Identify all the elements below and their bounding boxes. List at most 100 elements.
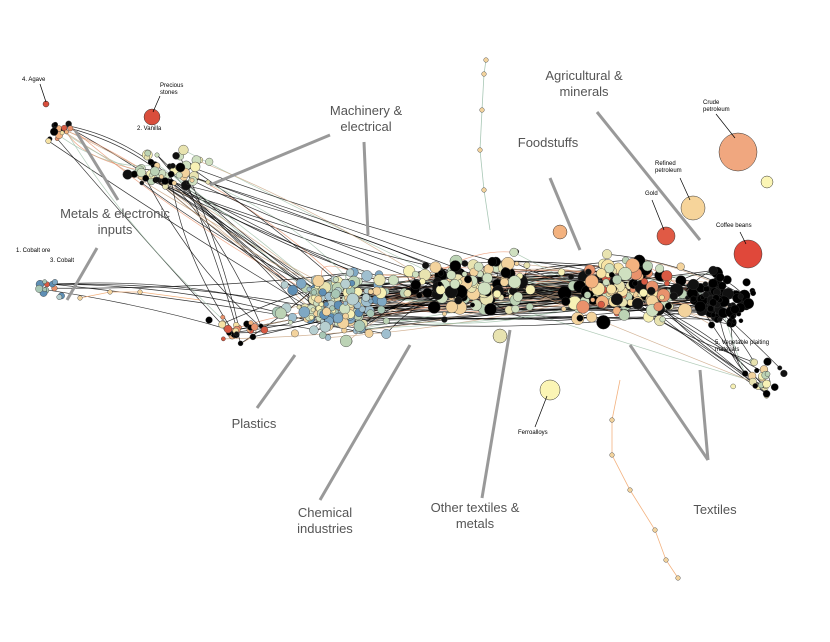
node xyxy=(481,71,487,77)
node xyxy=(441,316,448,323)
node xyxy=(576,300,590,314)
node xyxy=(161,177,169,185)
node xyxy=(632,297,644,310)
node xyxy=(612,274,622,285)
node xyxy=(730,314,736,320)
node xyxy=(606,284,617,295)
node xyxy=(770,383,779,391)
group-label: Metals & electronic inputs xyxy=(60,206,170,237)
node-label: Precious stones xyxy=(160,83,184,96)
leader-line xyxy=(255,354,297,409)
node xyxy=(461,271,468,277)
leader-line xyxy=(548,177,582,251)
node xyxy=(483,57,489,63)
node xyxy=(189,177,195,183)
node xyxy=(596,268,607,279)
node xyxy=(647,286,656,296)
node xyxy=(159,174,164,180)
node xyxy=(410,279,421,290)
pointer xyxy=(534,395,548,428)
node xyxy=(590,297,596,303)
node xyxy=(367,288,374,295)
node xyxy=(618,267,632,281)
pointer xyxy=(152,95,161,113)
node xyxy=(762,379,771,389)
node xyxy=(493,289,502,299)
node xyxy=(708,321,715,329)
node xyxy=(523,262,531,269)
edge xyxy=(611,379,679,579)
node xyxy=(346,293,359,306)
group-label: Other textiles & metals xyxy=(430,500,520,531)
node xyxy=(641,278,648,285)
node xyxy=(690,295,697,303)
edge xyxy=(191,179,426,276)
node xyxy=(659,294,665,301)
node xyxy=(513,291,523,302)
node xyxy=(382,317,390,325)
node xyxy=(237,340,244,347)
node xyxy=(340,278,351,289)
node xyxy=(234,331,240,337)
node xyxy=(422,287,433,298)
node xyxy=(552,224,568,240)
node xyxy=(602,249,612,260)
node xyxy=(730,383,736,390)
node xyxy=(154,152,160,158)
label-pointers xyxy=(39,83,747,428)
node xyxy=(661,270,673,282)
node xyxy=(464,275,472,284)
node xyxy=(492,328,508,344)
leader-line xyxy=(362,141,370,236)
node xyxy=(677,303,692,318)
leader-line xyxy=(628,344,710,461)
node xyxy=(260,326,269,334)
node xyxy=(539,379,561,401)
node xyxy=(412,270,420,278)
node xyxy=(586,311,597,323)
edge xyxy=(141,182,338,299)
node xyxy=(738,318,744,324)
node-label: 3. Cobalt xyxy=(50,258,75,264)
node xyxy=(306,286,312,292)
edge xyxy=(66,131,140,171)
node xyxy=(659,316,666,323)
node xyxy=(61,124,68,132)
node xyxy=(332,313,344,324)
node xyxy=(750,290,757,297)
node xyxy=(584,274,599,289)
node xyxy=(345,268,355,277)
node xyxy=(557,268,566,276)
node xyxy=(479,107,485,113)
node xyxy=(190,161,201,173)
node xyxy=(780,369,788,378)
node xyxy=(291,329,299,338)
group-label: Textiles xyxy=(693,502,737,517)
node xyxy=(427,300,441,314)
node xyxy=(737,293,744,300)
node xyxy=(52,121,58,127)
node xyxy=(477,281,492,296)
node xyxy=(178,144,189,155)
edge xyxy=(156,165,300,308)
node xyxy=(708,265,718,276)
edge xyxy=(680,273,745,296)
node-label: Refined petroleum xyxy=(655,161,682,174)
node xyxy=(632,280,639,287)
node xyxy=(388,274,399,286)
node xyxy=(449,260,462,272)
edge xyxy=(44,289,226,330)
node xyxy=(437,270,445,277)
node xyxy=(726,321,732,327)
pointer xyxy=(39,83,47,103)
node xyxy=(288,320,293,325)
node xyxy=(481,187,487,193)
node xyxy=(653,301,664,312)
node xyxy=(323,301,329,307)
node xyxy=(172,152,180,160)
node xyxy=(314,295,323,304)
node xyxy=(604,263,615,274)
node xyxy=(500,267,512,279)
node xyxy=(664,302,672,310)
